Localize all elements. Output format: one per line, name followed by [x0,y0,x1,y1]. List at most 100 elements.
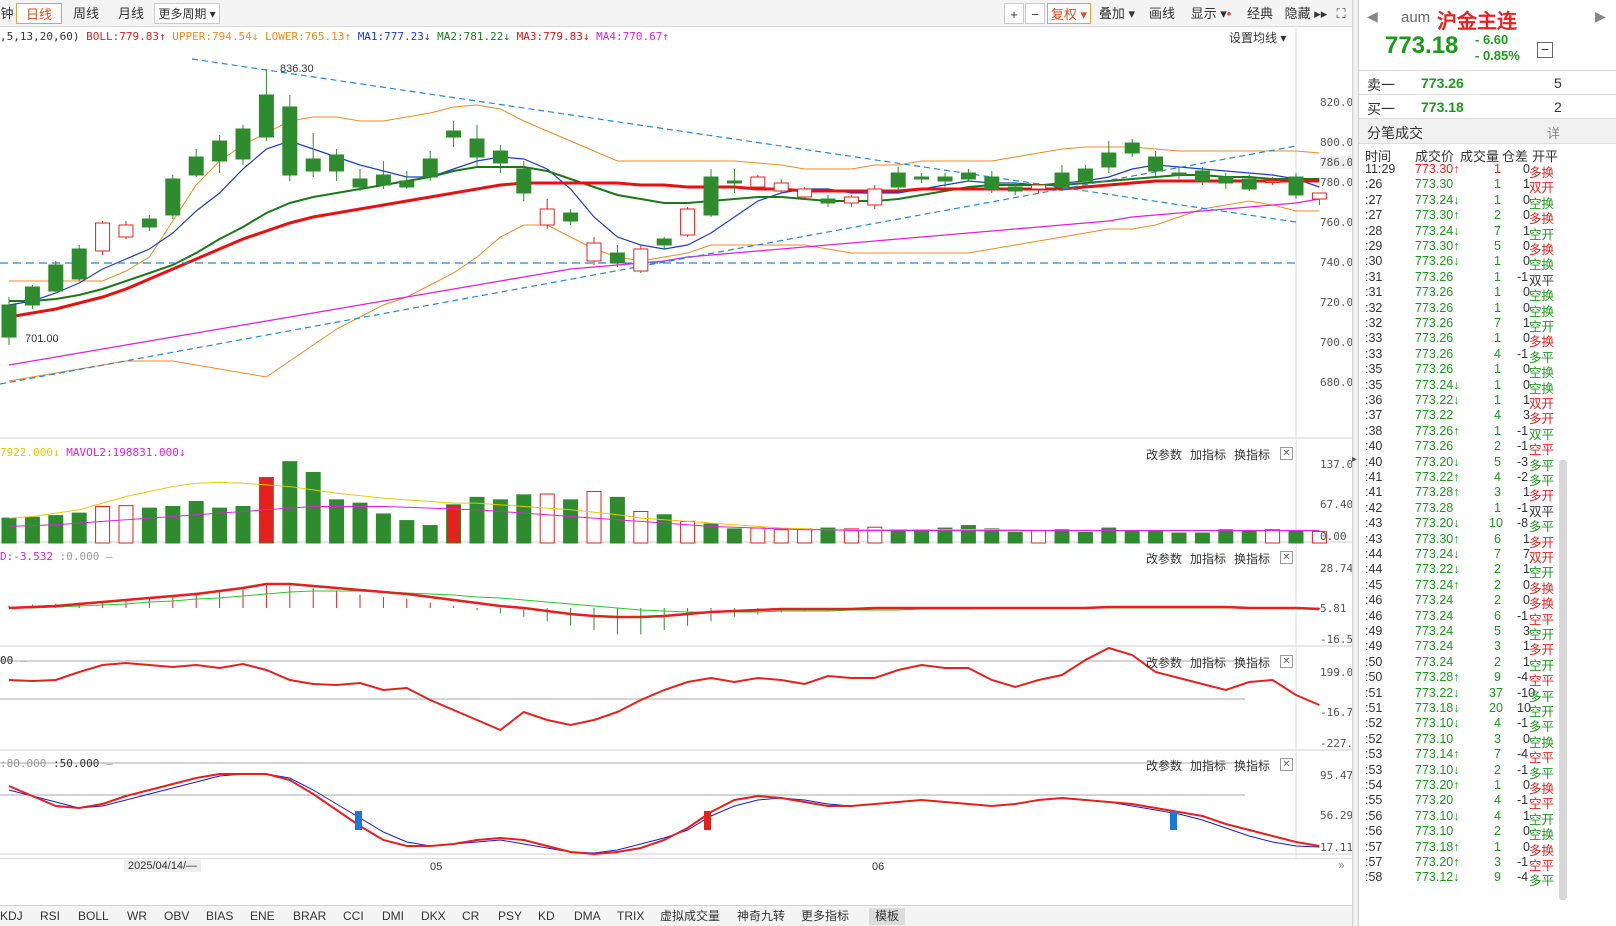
tab-weekly[interactable]: 周线 [72,6,99,21]
kdj-modify-params-button[interactable]: 改参数 [1146,759,1183,773]
trade-row: :32 773.26 7 1 空开 [1363,316,1567,334]
trade-volume: 7 [1494,547,1501,561]
candle-body [984,176,1000,190]
trade-time: :37 [1365,408,1383,423]
collapse-quote-icon[interactable]: − [1537,42,1553,58]
draw-line-button[interactable]: 画线 [1148,6,1175,21]
trade-type: 多平 [1529,520,1555,535]
more-period-dropdown[interactable]: 更多周期 ▾ [154,3,220,24]
tab-monthly[interactable]: 月线 [117,6,144,21]
zoom-in-button[interactable]: + [1004,3,1024,24]
next-arrow-icon[interactable]: ▶ [1595,8,1606,24]
price-change-pct: - 0.85% [1475,48,1520,63]
tab-bias[interactable]: BIAS [206,909,234,923]
tab-dkx[interactable]: DKX [421,909,446,923]
trade-volume: 1 [1494,500,1501,515]
trade-type: 多换 [1529,212,1555,227]
trade-volume: 4 [1494,346,1501,361]
volume-bar [937,527,953,544]
macd-add-indicator-button[interactable]: 加指标 [1190,552,1227,566]
volume-bar [1124,530,1140,544]
trade-volume: 5 [1494,454,1501,469]
y-tick-760: 760.00 [1320,216,1360,229]
trade-price: 773.30 [1415,177,1454,192]
volume-bar [1241,530,1257,544]
tab-magic-nine[interactable]: 神奇九转 [737,909,786,923]
kdj-add-indicator-button[interactable]: 加指标 [1190,759,1227,773]
adjust-dropdown[interactable]: 复权 ▾ [1047,3,1091,24]
y-tick-786: 786.00 [1320,156,1360,169]
trades-scrollbar[interactable] [1559,460,1567,900]
kdj-close-icon[interactable]: ✕ [1280,758,1293,771]
trade-price: 773.30↑ [1415,208,1460,223]
macd-modify-params-button[interactable]: 改参数 [1146,552,1183,566]
trade-price: 773.22↓ [1415,685,1460,700]
cci-line [8,646,1320,732]
vol-modify-params-button[interactable]: 改参数 [1146,448,1183,462]
tab-virtual-volume[interactable]: 虚拟成交量 [660,909,721,923]
candle-body [1265,180,1281,183]
trade-time: :41 [1365,485,1383,500]
tab-brar[interactable]: BRAR [293,909,327,923]
zoom-out-button[interactable]: − [1025,3,1045,24]
scroll-right-icon[interactable]: » [1338,858,1345,872]
tab-cr[interactable]: CR [462,909,480,923]
panel-splitter[interactable] [1352,0,1358,926]
tab-rsi[interactable]: RSI [40,909,61,923]
trade-row: :56 773.10 2 0 空换 [1363,824,1567,842]
macd-close-icon[interactable]: ✕ [1280,551,1293,564]
vol-tick-mid: 67.40 [1320,498,1354,511]
ma4-line [8,198,1320,366]
tab-trix[interactable]: TRIX [617,909,645,923]
kdj-switch-indicator-button[interactable]: 换指标 [1234,759,1271,773]
prev-arrow-icon[interactable]: ◀ [1367,8,1378,24]
bid-price: 773.18 [1421,99,1464,115]
trade-oi-diff: -1 [1517,346,1529,361]
tab-dma[interactable]: DMA [574,909,601,923]
tab-psy[interactable]: PSY [498,909,523,923]
trade-volume: 4 [1494,408,1501,423]
tab-boll[interactable]: BOLL [78,909,109,923]
volume-bar [1031,530,1047,544]
ma1-line [8,140,1320,306]
volume-bar [212,507,228,544]
trades-header-bar [1359,118,1616,144]
trade-type: 多换 [1529,166,1555,180]
tab-kdj[interactable]: KDJ [0,909,23,923]
candle-body [843,196,859,204]
classic-button[interactable]: 经典 [1246,6,1273,21]
tab-more-indicators[interactable]: 更多指标 [801,909,850,923]
trade-time: :40 [1365,439,1383,454]
tab-cci[interactable]: CCI [343,909,364,923]
detail-button[interactable]: 详 [1547,126,1561,141]
kdj-value-1: :80.000 [0,757,47,770]
trade-oi-diff: -4 [1517,870,1529,885]
macd-switch-indicator-button[interactable]: 换指标 [1234,552,1271,566]
tab-minute[interactable]: 钟 [0,6,14,21]
candle-body [656,238,672,246]
cci-switch-indicator-button[interactable]: 换指标 [1234,656,1271,670]
tab-obv[interactable]: OBV [164,909,190,923]
cci-add-indicator-button[interactable]: 加指标 [1190,656,1227,670]
fullscreen-icon[interactable]: ⛶ [1336,6,1346,21]
tab-daily[interactable]: 日线 [16,3,62,24]
settings-ma-dropdown[interactable]: 设置均线 ▾ [1229,31,1287,45]
cci-close-icon[interactable]: ✕ [1280,655,1293,668]
overlay-dropdown[interactable]: 叠加 ▾ [1098,6,1136,21]
collapse-arrow-icon[interactable]: ▸ [1352,454,1358,465]
cci-modify-params-button[interactable]: 改参数 [1146,656,1183,670]
tab-template[interactable]: 模板 [869,908,906,925]
upper-value: UPPER:794.54 [172,30,252,43]
tab-ene[interactable]: ENE [250,909,275,923]
trade-volume: 2 [1494,593,1501,608]
tab-wr[interactable]: WR [127,909,147,923]
tab-kd[interactable]: KD [538,909,555,923]
trade-oi-diff: 0 [1523,731,1530,746]
vol-add-indicator-button[interactable]: 加指标 [1190,448,1227,462]
vol-switch-indicator-button[interactable]: 换指标 [1234,448,1271,462]
vol-close-icon[interactable]: ✕ [1280,447,1293,460]
display-dropdown[interactable]: 显示 ▾• [1190,6,1232,21]
trade-volume: 3 [1494,639,1501,654]
tab-dmi[interactable]: DMI [382,909,404,923]
hide-button[interactable]: 隐藏 ▸▸ [1284,6,1328,21]
